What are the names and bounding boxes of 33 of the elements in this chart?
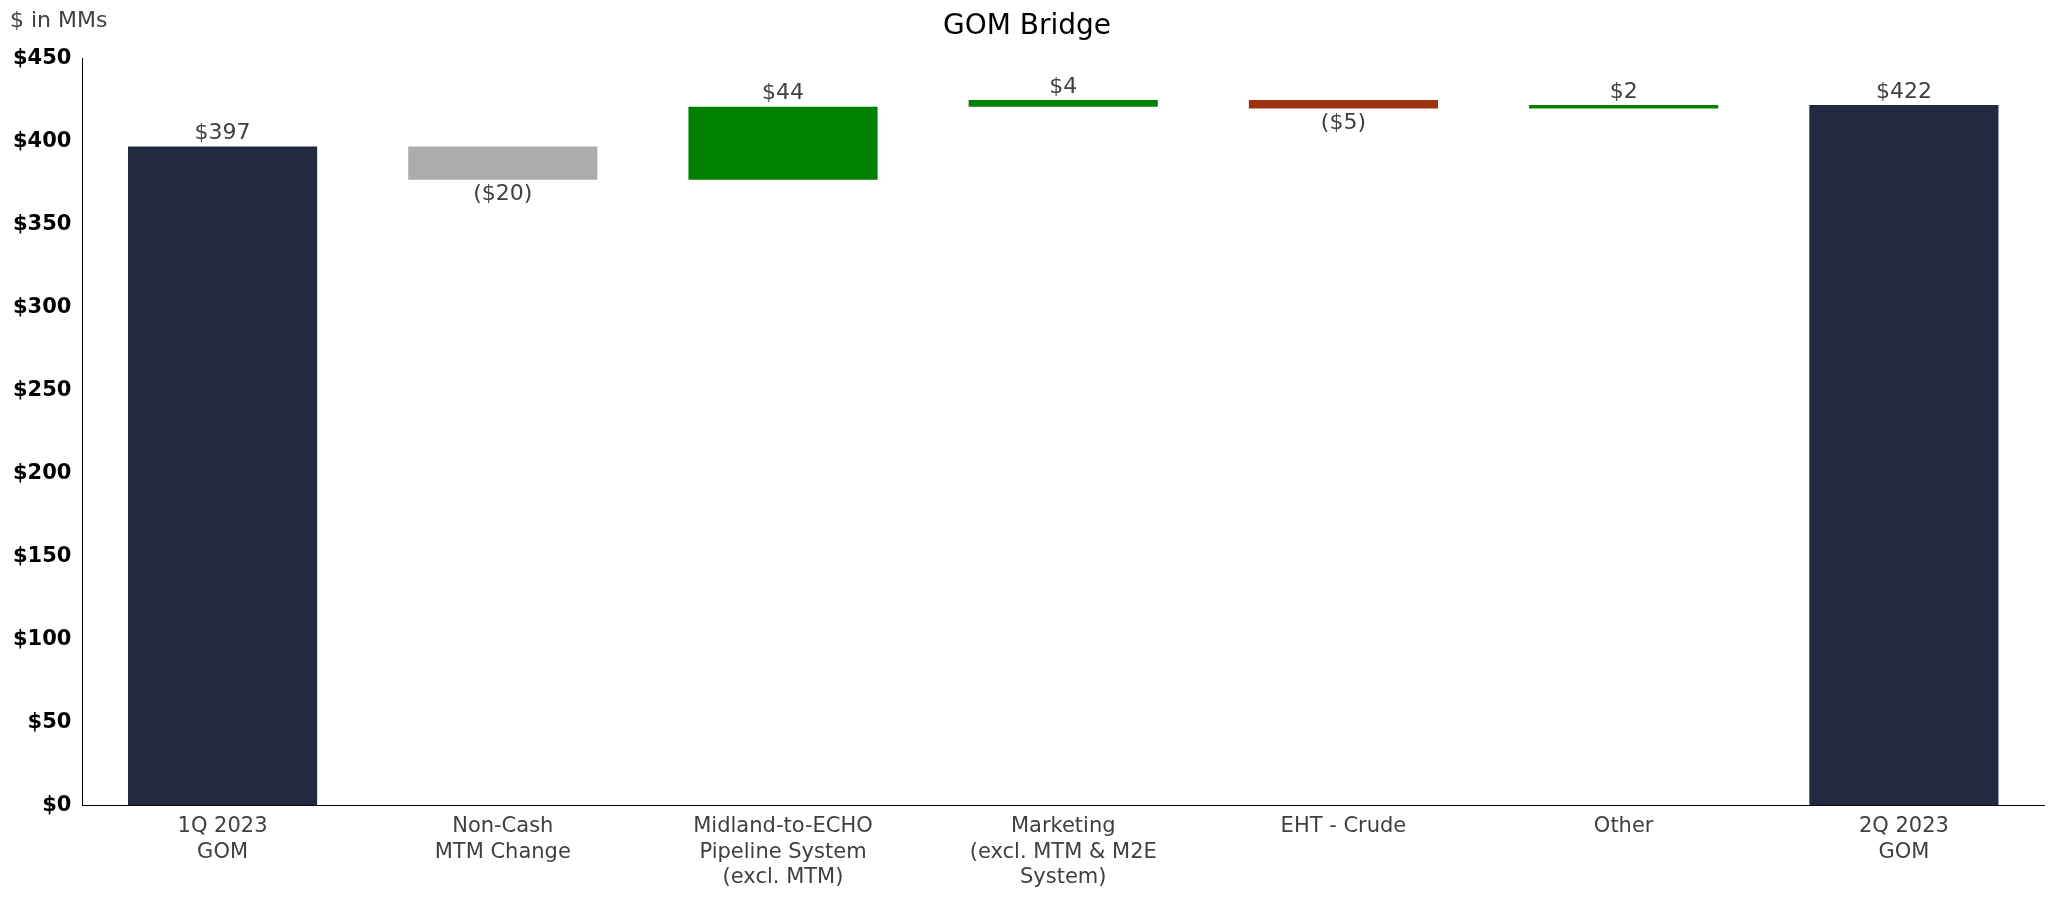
y-tick-label: $350: [12, 211, 72, 236]
bar: [127, 146, 318, 806]
bar: [1809, 105, 1999, 806]
y-tick-label: $250: [12, 376, 72, 401]
y-axis-title: $ in MMs: [10, 6, 108, 32]
bar: [408, 146, 598, 180]
data-label: ($5): [1320, 109, 1367, 135]
data-label: $422: [1875, 77, 1932, 103]
data-label: $44: [762, 79, 804, 105]
bar: [1248, 100, 1439, 109]
x-tick-label: 1Q 2023 GOM: [177, 813, 268, 863]
y-tick-label: $300: [12, 293, 72, 318]
data-label: ($20): [473, 180, 533, 206]
y-tick-label: $400: [12, 128, 72, 153]
y-tick-label: $150: [12, 542, 72, 567]
x-tick-label: Non-Cash MTM Change: [434, 813, 571, 863]
data-label: $397: [194, 119, 251, 145]
bar: [688, 106, 878, 180]
x-tick-label: EHT - Crude: [1280, 813, 1407, 838]
y-tick-label: $0: [42, 791, 72, 816]
y-tick-label: $50: [27, 708, 72, 733]
y-tick-label: $450: [12, 45, 72, 70]
bar: [968, 100, 1158, 107]
y-tick-label: $100: [12, 625, 72, 650]
bar: [1529, 105, 1719, 109]
data-label: $4: [1049, 72, 1078, 98]
x-tick-label: Other: [1593, 813, 1654, 838]
y-tick-label: $200: [12, 459, 72, 484]
data-label: $2: [1609, 77, 1638, 103]
x-tick-label: Marketing (excl. MTM & M2E System): [969, 813, 1157, 888]
chart-title: GOM Bridge: [942, 8, 1112, 42]
x-tick-label: Midland-to-ECHO Pipeline System (excl. MTM): [693, 813, 873, 888]
x-tick-label: 2Q 2023 GOM: [1858, 813, 1949, 863]
